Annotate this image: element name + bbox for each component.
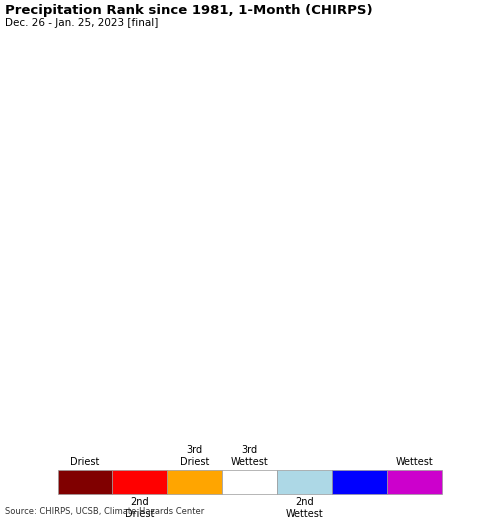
- FancyBboxPatch shape: [332, 470, 387, 494]
- FancyBboxPatch shape: [168, 470, 222, 494]
- Text: 2nd
Driest: 2nd Driest: [125, 497, 155, 518]
- Text: Driest: Driest: [71, 457, 100, 467]
- Text: Dec. 26 - Jan. 25, 2023 [final]: Dec. 26 - Jan. 25, 2023 [final]: [5, 18, 158, 28]
- Text: Wettest: Wettest: [396, 457, 433, 467]
- Text: 3rd
Wettest: 3rd Wettest: [231, 445, 268, 467]
- FancyBboxPatch shape: [387, 470, 442, 494]
- Text: 2nd
Wettest: 2nd Wettest: [286, 497, 324, 518]
- Text: Precipitation Rank since 1981, 1-Month (CHIRPS): Precipitation Rank since 1981, 1-Month (…: [5, 4, 372, 17]
- FancyBboxPatch shape: [222, 470, 277, 494]
- FancyBboxPatch shape: [112, 470, 168, 494]
- FancyBboxPatch shape: [58, 470, 112, 494]
- Text: 3rd
Driest: 3rd Driest: [180, 445, 209, 467]
- Text: Source: CHIRPS, UCSB, Climate Hazards Center: Source: CHIRPS, UCSB, Climate Hazards Ce…: [5, 508, 204, 516]
- FancyBboxPatch shape: [277, 470, 332, 494]
